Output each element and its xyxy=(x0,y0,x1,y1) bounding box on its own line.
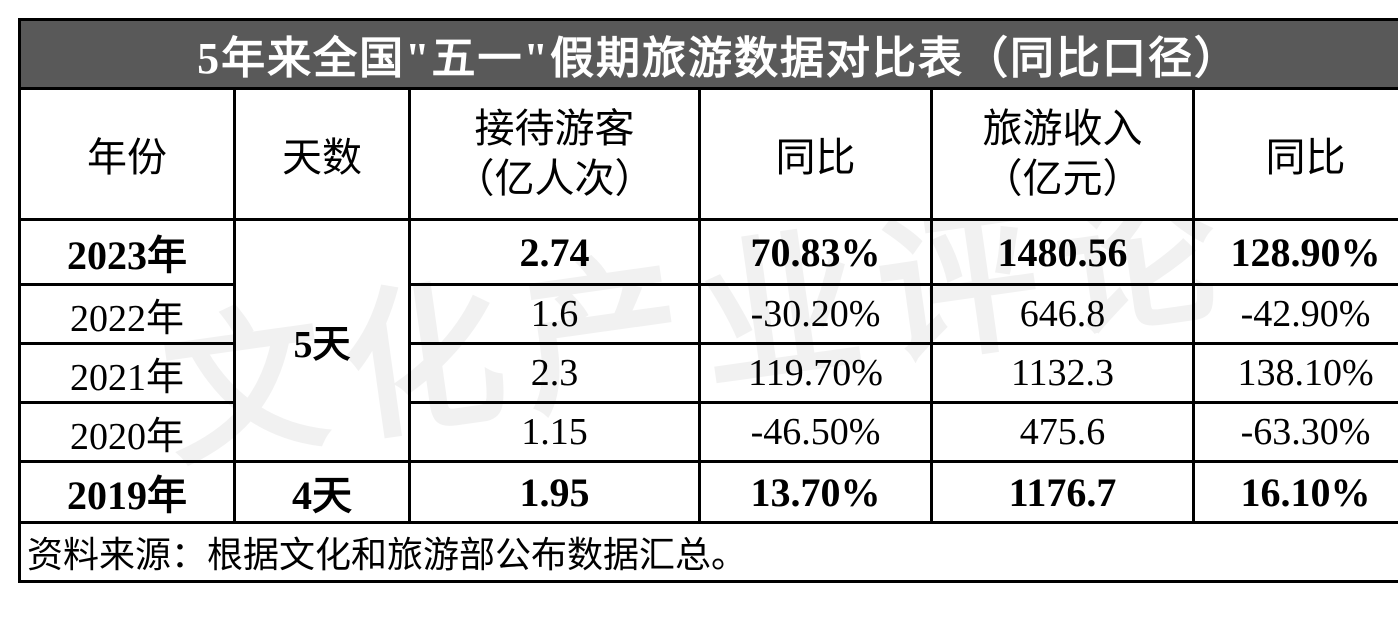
cell-visitors-yoy: 119.70% xyxy=(700,344,932,403)
source-row: 资料来源：根据文化和旅游部公布数据汇总。 xyxy=(20,523,1398,582)
table-row: 2021年 2.3 119.70% 1132.3 138.10% xyxy=(20,344,1398,403)
cell-visitors-yoy: -46.50% xyxy=(700,403,932,462)
header-revenue-yoy: 同比 xyxy=(1194,89,1398,220)
header-revenue: 旅游收入（亿元） xyxy=(932,89,1194,220)
cell-days-5: 5天 xyxy=(235,220,410,462)
table-row: 2019年 4天 1.95 13.70% 1176.7 16.10% xyxy=(20,462,1398,523)
cell-year: 2022年 xyxy=(20,285,235,344)
cell-visitors: 1.6 xyxy=(410,285,700,344)
title-row: 5年来全国"五一"假期旅游数据对比表（同比口径） xyxy=(20,20,1398,89)
cell-revenue: 646.8 xyxy=(932,285,1194,344)
cell-revenue: 1480.56 xyxy=(932,220,1194,285)
header-days: 天数 xyxy=(235,89,410,220)
cell-visitors-yoy: -30.20% xyxy=(700,285,932,344)
cell-revenue-yoy: 138.10% xyxy=(1194,344,1398,403)
cell-revenue-yoy: -63.30% xyxy=(1194,403,1398,462)
cell-visitors: 1.95 xyxy=(410,462,700,523)
cell-revenue-yoy: 128.90% xyxy=(1194,220,1398,285)
cell-revenue-yoy: 16.10% xyxy=(1194,462,1398,523)
cell-revenue: 475.6 xyxy=(932,403,1194,462)
cell-revenue-yoy: -42.90% xyxy=(1194,285,1398,344)
table-title: 5年来全国"五一"假期旅游数据对比表（同比口径） xyxy=(20,20,1398,89)
cell-visitors-yoy: 13.70% xyxy=(700,462,932,523)
cell-year: 2020年 xyxy=(20,403,235,462)
cell-year: 2021年 xyxy=(20,344,235,403)
header-row: 年份 天数 接待游客（亿人次） 同比 旅游收入（亿元） 同比 xyxy=(20,89,1398,220)
cell-year: 2023年 xyxy=(20,220,235,285)
table-row: 2023年 5天 2.74 70.83% 1480.56 128.90% xyxy=(20,220,1398,285)
cell-visitors-yoy: 70.83% xyxy=(700,220,932,285)
tourism-comparison-table: 5年来全国"五一"假期旅游数据对比表（同比口径） 年份 天数 接待游客（亿人次）… xyxy=(18,18,1398,583)
cell-visitors: 1.15 xyxy=(410,403,700,462)
header-visitors-yoy: 同比 xyxy=(700,89,932,220)
cell-visitors: 2.3 xyxy=(410,344,700,403)
header-visitors: 接待游客（亿人次） xyxy=(410,89,700,220)
cell-year: 2019年 xyxy=(20,462,235,523)
source-note: 资料来源：根据文化和旅游部公布数据汇总。 xyxy=(20,523,1398,582)
cell-visitors: 2.74 xyxy=(410,220,700,285)
cell-revenue: 1132.3 xyxy=(932,344,1194,403)
table-row: 2022年 1.6 -30.20% 646.8 -42.90% xyxy=(20,285,1398,344)
table-row: 2020年 1.15 -46.50% 475.6 -63.30% xyxy=(20,403,1398,462)
cell-days-4: 4天 xyxy=(235,462,410,523)
cell-revenue: 1176.7 xyxy=(932,462,1194,523)
header-year: 年份 xyxy=(20,89,235,220)
